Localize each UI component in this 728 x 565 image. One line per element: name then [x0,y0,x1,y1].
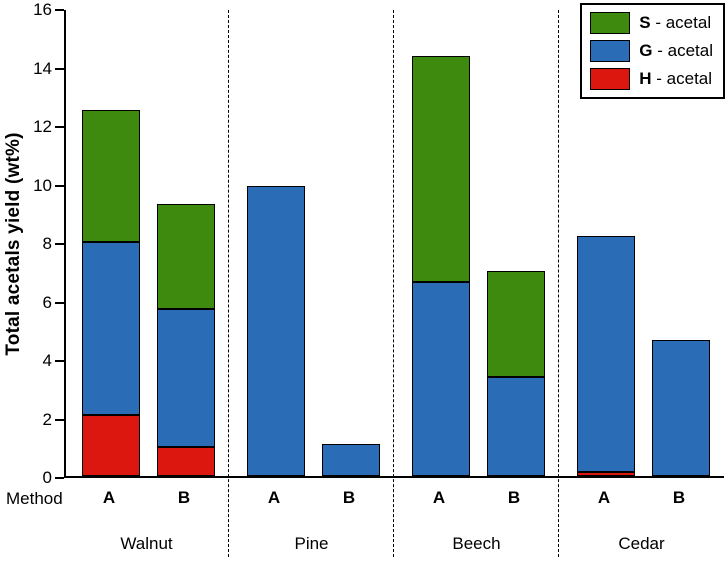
y-tick [55,243,64,245]
legend-item: S - acetal [590,12,713,34]
y-tick-label: 0 [42,468,52,487]
bar-method-label: A [267,488,281,507]
bar-segment-H [82,414,140,476]
y-tick [55,67,64,70]
bar-segment-S [487,271,545,377]
plot-area [64,10,724,478]
bar-segment-G [247,186,305,476]
group-label: Beech [452,534,501,553]
bar-segment-S [82,110,140,242]
bar-segment-S [412,56,470,282]
bar-segment-G [82,242,140,415]
bar-segment-G [577,236,635,472]
y-tick-label: 4 [42,351,52,370]
y-tick [55,301,64,304]
bar-segment-H [577,471,635,476]
group-label: Pine [294,534,329,553]
bar-segment-G [412,281,470,476]
bar-method-label: B [672,488,686,507]
bar-method-label: B [177,488,191,507]
bar-method-label: A [432,488,446,507]
y-tick-label: 16 [33,0,52,19]
bar-method-label: A [597,488,611,507]
y-tick [55,418,64,421]
y-tick-label: 14 [33,58,52,78]
group-label: Cedar [618,534,665,553]
legend-swatch [590,68,631,90]
y-tick-label: 2 [42,409,52,429]
legend-label: G - acetal [639,41,713,60]
bar-method-label: A [102,488,116,507]
y-tick [55,360,64,362]
legend-item: H - acetal [590,68,713,90]
legend-swatch [590,40,631,62]
bar-segment-H [157,446,215,476]
y-tick [55,184,64,187]
legend-label: H - acetal [639,69,713,88]
group-separator [393,10,394,557]
legend-label: S - acetal [639,13,712,32]
y-tick-label: 12 [33,117,52,136]
y-tick [55,9,64,11]
bar-method-label: B [507,488,521,507]
bar-segment-G [157,309,215,447]
y-tick-label: 8 [42,234,52,253]
group-separator [558,10,559,557]
group-separator [228,10,229,557]
legend-item: G - acetal [590,40,713,62]
method-axis-label: Method [6,489,63,508]
bar-segment-G [322,443,380,476]
bar-segment-S [157,203,215,310]
y-tick-label: 10 [33,175,52,195]
bar-segment-G [652,340,710,476]
bar-segment-G [487,376,545,476]
bar-method-label: B [342,488,356,507]
group-label: Walnut [120,534,173,553]
y-tick [55,126,64,128]
legend: S - acetal G - acetal H - acetal [580,3,725,99]
legend-swatch [590,12,631,34]
y-tick-label: 6 [42,292,52,312]
y-tick [55,477,64,479]
